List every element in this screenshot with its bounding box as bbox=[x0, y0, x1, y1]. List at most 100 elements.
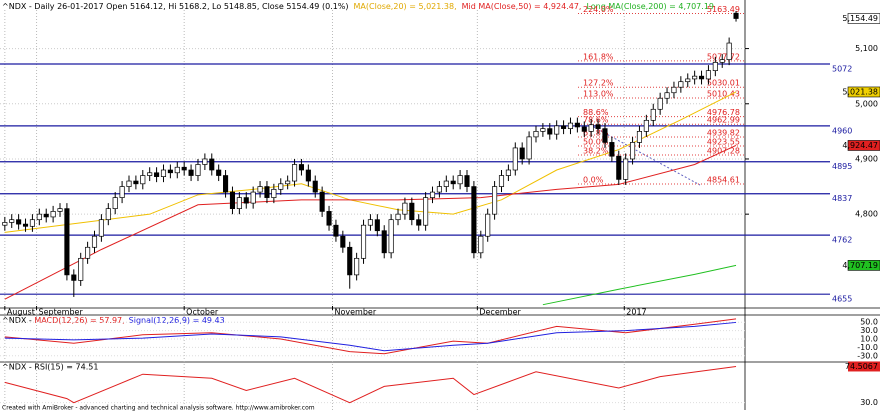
price-label: 5,021.38 bbox=[842, 87, 878, 96]
candle-body bbox=[43, 213, 49, 218]
price-label-box bbox=[847, 140, 880, 151]
candle-body bbox=[181, 166, 187, 171]
macd-title-part: Signal(12,26,9) = 49.43 bbox=[129, 316, 225, 325]
candle-body bbox=[285, 180, 291, 185]
header-part: Long MA(Close,200) = 4,707.19 bbox=[586, 2, 714, 11]
candle-body bbox=[623, 158, 629, 180]
x-tick-label: 2017 bbox=[626, 308, 646, 317]
candle-body bbox=[91, 235, 98, 248]
candle-body bbox=[457, 175, 463, 185]
x-tick-label: August bbox=[7, 308, 35, 317]
fib-value: 4854.61 bbox=[707, 176, 740, 185]
candle-body bbox=[312, 180, 318, 193]
candle-body bbox=[9, 219, 15, 223]
candle-body bbox=[2, 222, 8, 226]
level-label: 4655 bbox=[832, 295, 852, 304]
candle-body bbox=[264, 186, 270, 198]
price-label: 4,924.47 bbox=[842, 141, 878, 150]
candle-body bbox=[602, 128, 608, 143]
candle-body bbox=[574, 122, 580, 128]
fib-value: 5010.43 bbox=[707, 90, 740, 99]
candle-body bbox=[257, 186, 263, 193]
candle-body bbox=[223, 175, 229, 193]
fib-value: 5077.72 bbox=[707, 52, 740, 61]
level-label: 4960 bbox=[832, 126, 852, 135]
fib-pct: 61.8% bbox=[583, 128, 609, 137]
candle-body bbox=[347, 246, 353, 276]
candle-body bbox=[671, 86, 677, 94]
candle-body bbox=[429, 191, 436, 198]
candle-body bbox=[105, 208, 111, 221]
candle-body bbox=[423, 197, 429, 226]
candle-body bbox=[616, 155, 622, 180]
candle-body bbox=[726, 42, 732, 60]
fib-pct: 113.0% bbox=[583, 90, 614, 99]
candle-body bbox=[464, 175, 470, 187]
candle-body bbox=[609, 142, 615, 157]
candle-body bbox=[388, 219, 394, 254]
header-part: ^NDX - Daily 26-01-2017 Open 5164.12, Hi… bbox=[2, 2, 349, 11]
candle-body bbox=[478, 235, 484, 254]
candle-body bbox=[374, 219, 380, 232]
candle-body bbox=[436, 186, 442, 193]
rsi-line bbox=[4, 365, 737, 404]
macd-title: ^NDX - MACD(12,26) = 57.97, Signal(12,26,… bbox=[2, 316, 225, 325]
trend-line bbox=[589, 124, 701, 186]
candle-body bbox=[471, 186, 477, 254]
candle-body bbox=[567, 122, 574, 129]
candle-body bbox=[16, 219, 22, 225]
candle-body bbox=[85, 246, 91, 259]
rsi-tick-label: 30.0 bbox=[860, 398, 878, 407]
rsi-label: 74.5067 bbox=[845, 362, 878, 371]
candle-body bbox=[692, 75, 698, 80]
candle-body bbox=[685, 78, 691, 83]
y-tick-label: 5,100 bbox=[855, 44, 878, 53]
fib-pct: 224.0% bbox=[583, 5, 614, 14]
level-label: 4837 bbox=[832, 194, 852, 203]
header-part: MA(Close,20) = 5,021.38, bbox=[354, 2, 457, 11]
fib-value: 5163.49 bbox=[707, 5, 740, 14]
candle-body bbox=[278, 183, 284, 190]
fib-pct: 127.2% bbox=[583, 79, 614, 88]
candle-body bbox=[409, 202, 415, 221]
price-label-box bbox=[847, 260, 880, 271]
candle-body bbox=[174, 166, 180, 174]
candle-body bbox=[705, 70, 711, 80]
macd-line bbox=[4, 318, 737, 355]
candle-body bbox=[712, 62, 718, 72]
macd-tick-label: 30.0 bbox=[860, 326, 878, 335]
candle-body bbox=[229, 191, 236, 209]
candle-body bbox=[326, 211, 332, 226]
candle-body bbox=[519, 147, 525, 160]
price-label: 5,154.49 bbox=[842, 14, 878, 23]
fib-value: 4923.55 bbox=[707, 137, 740, 146]
candle-body bbox=[630, 142, 636, 160]
candle-body bbox=[719, 59, 725, 63]
candle-body bbox=[512, 147, 518, 171]
candle-body bbox=[367, 219, 373, 226]
candle-body bbox=[292, 164, 298, 182]
candle-body bbox=[636, 131, 643, 143]
candle-body bbox=[57, 208, 63, 212]
candle-body bbox=[236, 197, 242, 209]
level-label: 4762 bbox=[832, 236, 852, 245]
candle-body bbox=[416, 219, 422, 226]
candle-body bbox=[381, 230, 387, 254]
candle-body bbox=[526, 136, 532, 160]
price-label: 4,707.19 bbox=[842, 261, 878, 270]
ma-line bbox=[4, 145, 737, 300]
candle-body bbox=[64, 208, 70, 276]
level-label: 5072 bbox=[832, 65, 852, 74]
candle-body bbox=[554, 125, 560, 135]
candle-body bbox=[733, 12, 739, 19]
macd-tick-label: -30.0 bbox=[857, 351, 878, 360]
candle-body bbox=[22, 223, 29, 227]
macd-title-part: ^NDX - bbox=[2, 316, 34, 325]
candle-body bbox=[195, 164, 201, 176]
fib-value: 4939.82 bbox=[707, 128, 740, 137]
x-tick-label: October bbox=[186, 308, 219, 317]
candle-body bbox=[505, 169, 511, 176]
candle-body bbox=[271, 188, 277, 198]
candle-body bbox=[36, 213, 42, 221]
